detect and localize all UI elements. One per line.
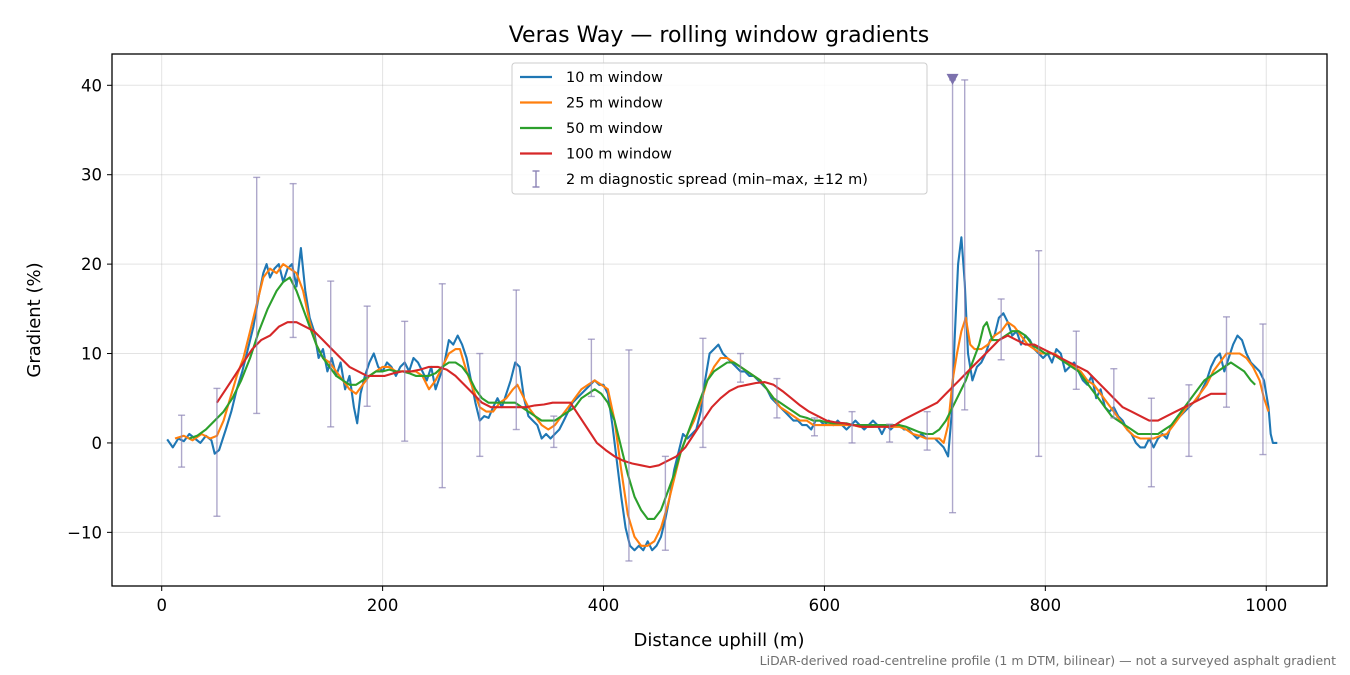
- x-axis-ticks: 0 200 400 600 800 1000: [156, 586, 1287, 615]
- x-tick-label: 400: [588, 596, 620, 615]
- legend-label: 25 m window: [566, 96, 663, 112]
- y-tick-label: 20: [81, 255, 102, 274]
- y-tick-label: 40: [81, 76, 102, 95]
- chart-title: Veras Way — rolling window gradients: [509, 23, 930, 48]
- legend-label: 100 m window: [566, 147, 672, 163]
- y-tick-label: 0: [92, 434, 103, 453]
- x-tick-label: 800: [1030, 596, 1062, 615]
- footnote: LiDAR-derived road-centreline profile (1…: [760, 653, 1336, 668]
- x-axis-label: Distance uphill (m): [634, 630, 805, 651]
- plot-frame: [111, 53, 1328, 587]
- y-tick-label: 10: [81, 345, 102, 364]
- outlier-marker: [946, 73, 959, 85]
- y-axis-ticks: −10 0 10 20 30 40: [67, 76, 112, 542]
- plot-area: [166, 73, 1278, 562]
- legend-label: 2 m diagnostic spread (min–max, ±12 m): [566, 172, 868, 188]
- x-tick-label: 200: [367, 596, 399, 615]
- legend-label: 10 m window: [566, 70, 663, 86]
- series-3-line: [188, 276, 1256, 520]
- grid-lines: [112, 54, 1327, 586]
- legend-box: [511, 62, 928, 195]
- y-axis-label: Gradient (%): [24, 262, 45, 377]
- y-tick-label: 30: [81, 166, 102, 185]
- x-tick-label: 0: [156, 596, 167, 615]
- series-4-line: [216, 321, 1227, 469]
- x-tick-label: 600: [809, 596, 841, 615]
- y-tick-label: −10: [67, 523, 102, 542]
- legend: 10 m window 25 m window 50 m window 100 m w…: [511, 62, 928, 195]
- legend-label: 50 m window: [566, 121, 663, 137]
- x-tick-label: 1000: [1245, 596, 1287, 615]
